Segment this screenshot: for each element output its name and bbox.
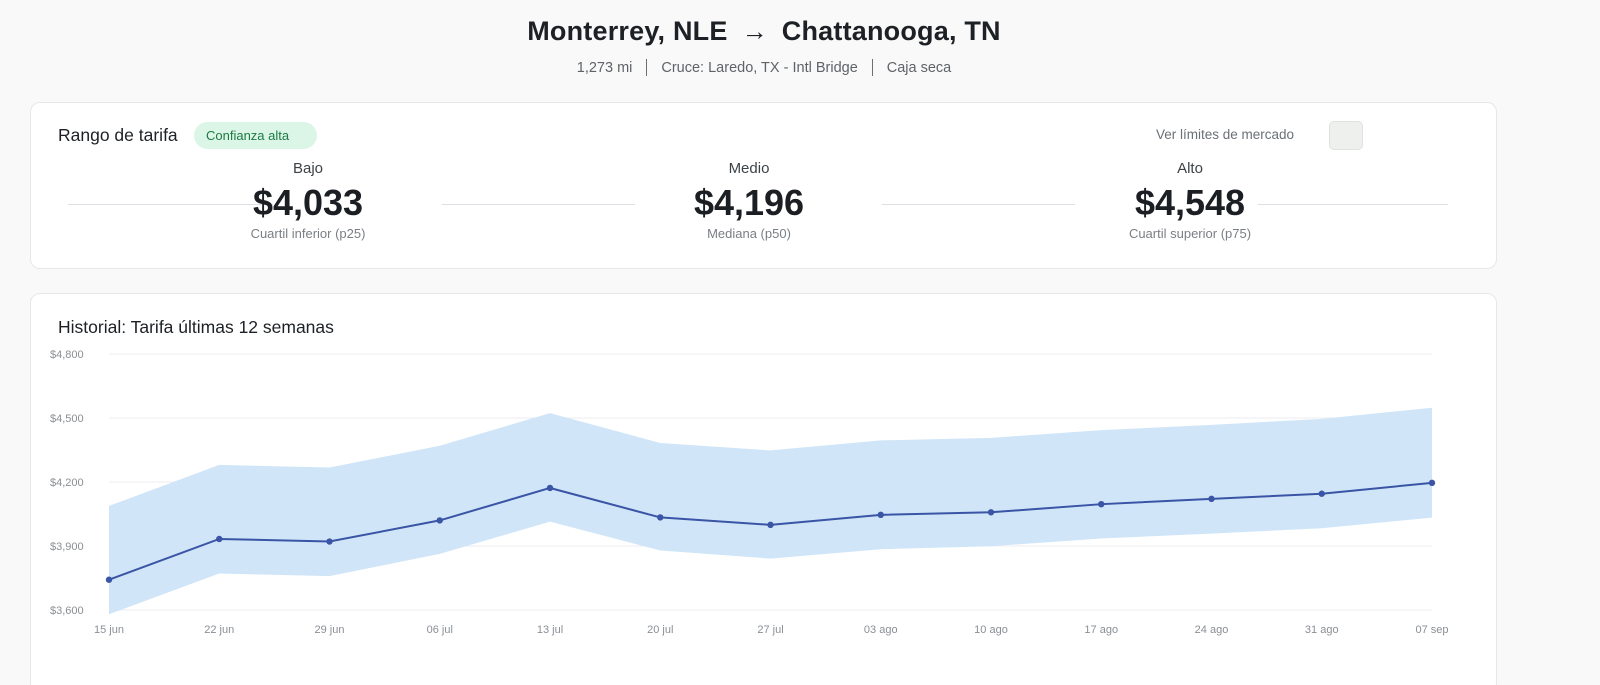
origin-city: Monterrey, NLE [527, 16, 728, 46]
stat-mid-sub: Mediana (p50) [707, 226, 791, 241]
x-tick-label: 10 ago [974, 624, 1008, 636]
history-title: Historial: Tarifa últimas 12 semanas [58, 317, 334, 337]
route-title: Monterrey, NLE → Chattanooga, TN [0, 16, 1528, 47]
stat-mid-value: $4,196 [693, 182, 805, 223]
confidence-badge: Confianza alta [194, 122, 318, 149]
data-point [546, 484, 554, 492]
range-band [109, 407, 1432, 615]
data-point [767, 521, 774, 529]
stat-high: Alto $4,548 Cuartil superior (p75) [1080, 160, 1300, 241]
data-point [105, 576, 113, 583]
range-line [1258, 204, 1448, 205]
data-point [1428, 479, 1436, 487]
rate-range-title: Rango de tarifa [58, 125, 178, 145]
stat-low-label: Bajo [292, 160, 324, 177]
x-tick-label: 20 jul [647, 624, 673, 636]
rate-range-card: Rango de tarifa Confianza alta Ver límit… [30, 102, 1497, 269]
x-tick-label: 27 jul [757, 624, 783, 636]
distance: 1,273 mi [576, 59, 633, 76]
data-point [1318, 490, 1325, 497]
data-point [877, 511, 884, 519]
divider [871, 59, 873, 76]
stat-low-value: $4,033 [252, 182, 364, 223]
x-tick-label: 29 jun [315, 624, 345, 636]
stat-mid-label: Medio [728, 160, 770, 177]
x-tick-label: 13 jul [537, 624, 563, 636]
arrow-right-icon: → [741, 16, 768, 46]
divider [646, 59, 648, 76]
x-tick-label: 17 ago [1084, 624, 1118, 636]
border-crossing: Cruce: Laredo, TX - Intl Bridge [661, 59, 858, 76]
x-tick-label: 24 ago [1195, 624, 1229, 636]
y-tick-label: $4,500 [50, 413, 84, 425]
stat-high-sub: Cuartil superior (p75) [1128, 226, 1252, 241]
stat-low-sub: Cuartil inferior (p25) [250, 226, 366, 241]
stat-mid: Medio $4,196 Mediana (p50) [639, 160, 859, 241]
range-line [68, 204, 273, 205]
y-tick-label: $4,200 [50, 477, 84, 489]
range-line [442, 204, 635, 205]
history-card: $3,600 $3,900 $4,200 $4,500 $4,800 15 jun 22 j… [30, 293, 1497, 685]
y-tick-label: $4,800 [50, 349, 84, 361]
y-tick-label: $3,600 [50, 605, 84, 617]
market-limits-label: Ver límites de mercado [1156, 127, 1295, 142]
data-point [1208, 495, 1215, 503]
x-tick-label: 31 ago [1305, 624, 1339, 636]
x-tick-label: 15 jun [94, 624, 124, 636]
stat-high-value: $4,548 [1134, 182, 1246, 223]
data-point [436, 517, 443, 524]
y-tick-label: $3,900 [50, 541, 84, 553]
route-header: Monterrey, NLE → Chattanooga, TN 1,273 m… [0, 16, 1528, 76]
market-limits-toggle[interactable] [1329, 121, 1363, 150]
data-point [1098, 500, 1105, 508]
data-point [326, 538, 333, 545]
rate-history-chart: $3,600 $3,900 $4,200 $4,500 $4,800 15 jun 22 j… [50, 349, 1449, 636]
equipment-type: Caja seca [886, 59, 952, 76]
route-meta: 1,273 mi Cruce: Laredo, TX - Intl Bridge… [0, 59, 1528, 76]
range-line [882, 204, 1075, 205]
x-tick-label: 03 ago [864, 624, 898, 636]
data-point [987, 509, 995, 516]
stat-low: Bajo $4,033 Cuartil inferior (p25) [198, 160, 418, 241]
x-tick-label: 07 sep [1415, 624, 1448, 636]
destination-city: Chattanooga, TN [781, 16, 1001, 46]
stat-high-label: Alto [1177, 160, 1203, 177]
x-tick-label: 06 jul [427, 624, 453, 636]
data-point [657, 514, 664, 521]
data-point [216, 535, 223, 543]
x-tick-label: 22 jun [204, 624, 234, 636]
